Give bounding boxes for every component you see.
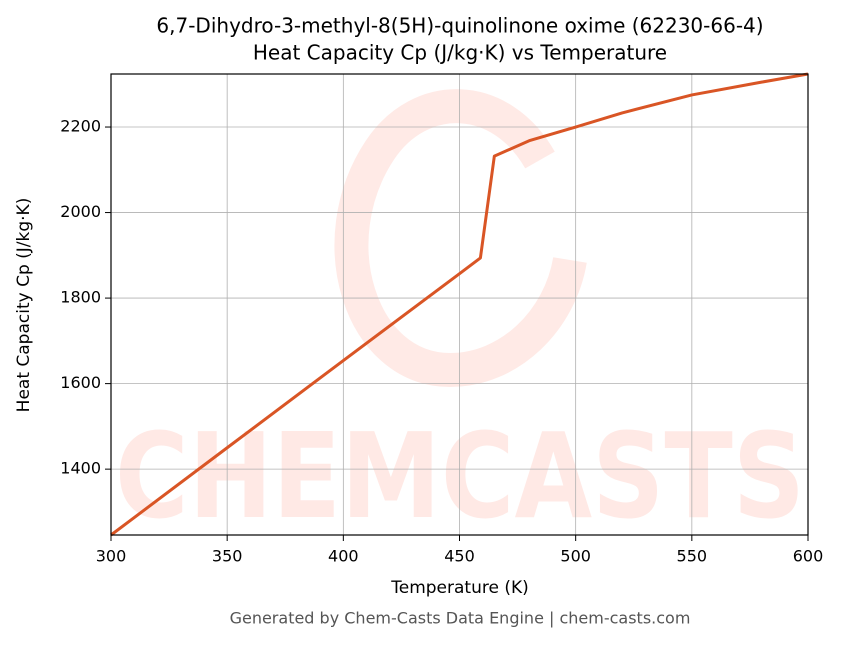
- x-tick-label: 350: [212, 547, 243, 566]
- x-tick-label: 600: [793, 547, 824, 566]
- watermark-logo: [334, 89, 587, 388]
- chart-subtitle: Heat Capacity Cp (J/kg·K) vs Temperature: [253, 41, 667, 65]
- y-tick-label: 2200: [60, 117, 101, 136]
- y-tick-label: 2000: [60, 202, 101, 221]
- data-line: [110, 72, 809, 537]
- y-tick-label: 1600: [60, 373, 101, 392]
- y-tick-label: 1400: [60, 459, 101, 478]
- x-tick-label: 550: [677, 547, 708, 566]
- x-tick-label: 500: [560, 547, 591, 566]
- y-tick-label: 1800: [60, 288, 101, 307]
- x-tick-label: 400: [328, 547, 359, 566]
- watermark: CHEMCASTS: [115, 89, 805, 545]
- x-tick-label: 300: [96, 547, 127, 566]
- plot: [110, 72, 809, 537]
- chart-title: 6,7-Dihydro-3-methyl-8(5H)-quinolinone o…: [156, 14, 763, 38]
- footer: Generated by Chem-Casts Data Engine | ch…: [230, 609, 691, 628]
- watermark-text: CHEMCASTS: [115, 407, 805, 545]
- x-tick-label: 450: [444, 547, 475, 566]
- x-axis-label: Temperature (K): [390, 578, 529, 598]
- y-axis-label: Heat Capacity Cp (J/kg·K): [14, 198, 34, 413]
